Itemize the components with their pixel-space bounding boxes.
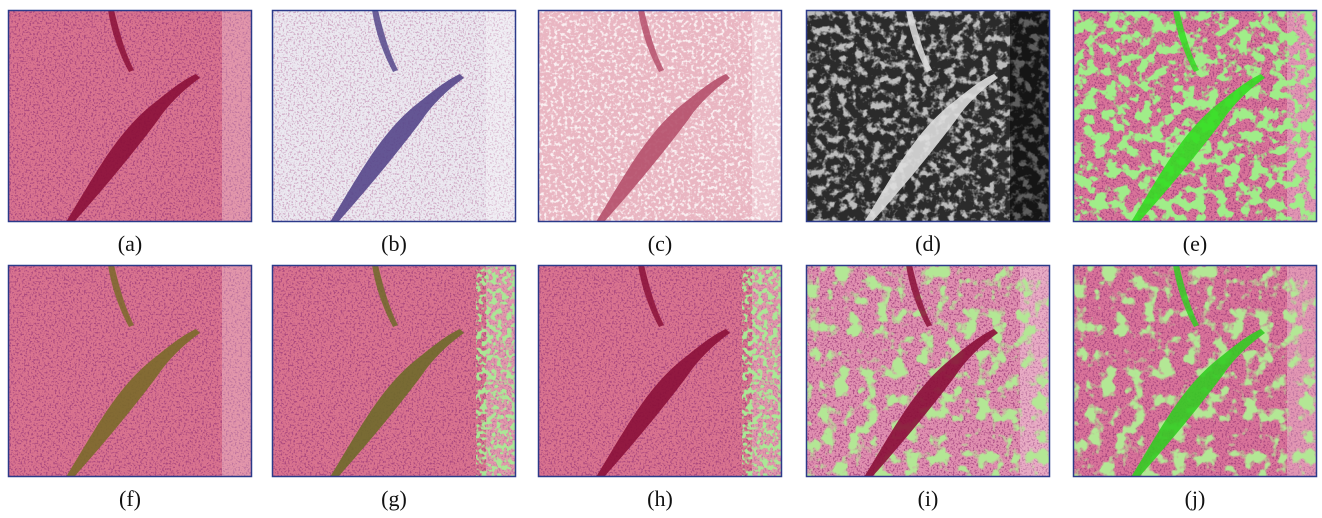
- panel: [1073, 265, 1317, 477]
- panel: [272, 10, 516, 222]
- green-overlay: [1073, 10, 1317, 222]
- panel: [806, 10, 1050, 222]
- panel: [1073, 10, 1317, 222]
- panel-label: (c): [648, 231, 672, 256]
- panel: [272, 265, 516, 477]
- right-band: [222, 265, 252, 477]
- panel-label: (e): [1183, 231, 1207, 256]
- texture: [538, 10, 782, 222]
- panel: [806, 265, 1050, 477]
- panel: [8, 265, 252, 477]
- panel-label: (b): [381, 231, 407, 256]
- right-band: [752, 10, 782, 222]
- figure: (a) (b) (c) (d) (e) (f) (g) (h) (i) (j): [0, 0, 1322, 518]
- panel-label: (i): [918, 486, 939, 511]
- panel: [538, 10, 782, 222]
- green-edge: [742, 265, 782, 477]
- texture: [8, 265, 252, 477]
- panel: [538, 265, 782, 477]
- texture: [8, 10, 252, 222]
- green-overlay: [1073, 265, 1317, 477]
- right-band: [486, 10, 516, 222]
- green-edge: [476, 265, 516, 477]
- texture: [272, 10, 516, 222]
- green-overlay: [806, 265, 1050, 477]
- dark-band: [1010, 10, 1050, 222]
- panel-label: (g): [381, 486, 407, 511]
- panel-label: (h): [647, 486, 673, 511]
- panel: [8, 10, 252, 222]
- panel-label: (j): [1185, 486, 1206, 511]
- panel-label: (a): [118, 231, 142, 256]
- panel-label: (f): [119, 486, 141, 511]
- panel-label: (d): [915, 231, 941, 256]
- right-band: [222, 10, 252, 222]
